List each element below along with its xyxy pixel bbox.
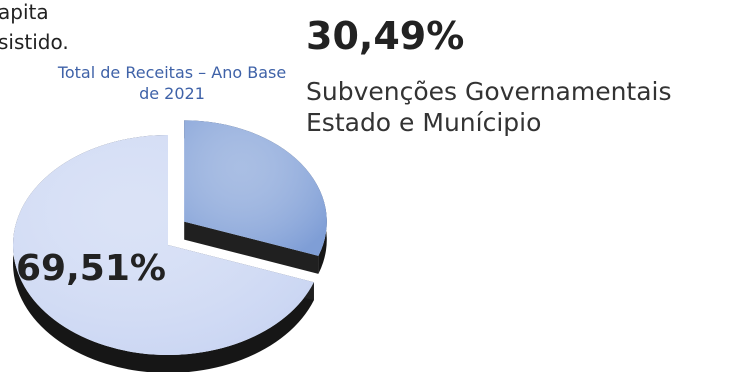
cut-text-line-1: apita — [0, 0, 49, 24]
pie-slice-wall-b-0 — [184, 221, 319, 274]
pie-slice-shine-1 — [12, 135, 314, 355]
slice-value-other: 69,51% — [16, 248, 166, 289]
slice-label-line-1: Subvenções Governamentais — [306, 77, 672, 106]
slice-label-line-2: Estado e Munícipio — [306, 108, 542, 137]
cut-text-line-2: sistido. — [0, 30, 69, 54]
slice-value-subvencoes: 30,49% — [306, 14, 465, 58]
chart-title: Total de Receitas – Ano Base de 2021 — [57, 63, 287, 103]
pie-slice-shine-0 — [184, 120, 327, 256]
slice-label-subvencoes: Subvenções Governamentais Estado e Muníc… — [306, 76, 672, 138]
